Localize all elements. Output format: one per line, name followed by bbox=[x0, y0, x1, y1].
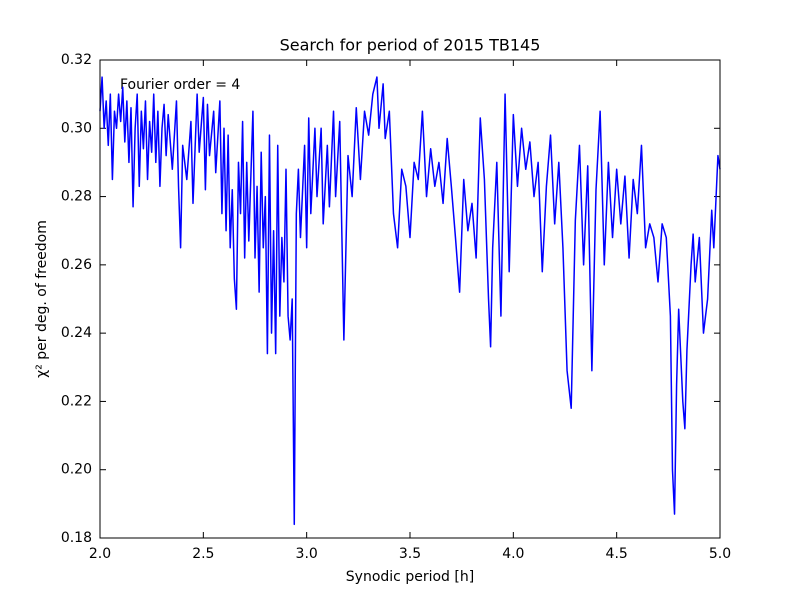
chart-title: Search for period of 2015 TB145 bbox=[280, 36, 541, 55]
y-tick-label: 0.22 bbox=[61, 393, 92, 409]
y-tick-label: 0.24 bbox=[61, 325, 92, 341]
x-tick-label: 3.0 bbox=[296, 546, 318, 562]
x-tick-label: 5.0 bbox=[709, 546, 731, 562]
x-tick-label: 2.0 bbox=[89, 546, 111, 562]
x-tick-label: 3.5 bbox=[399, 546, 421, 562]
y-axis-label: χ² per deg. of freedom bbox=[34, 220, 50, 378]
y-tick-label: 0.32 bbox=[61, 52, 92, 68]
plot-frame bbox=[99, 59, 721, 539]
y-tick-label: 0.20 bbox=[61, 462, 92, 478]
x-tick-label: 4.0 bbox=[502, 546, 524, 562]
x-axis-label: Synodic period [h] bbox=[346, 569, 474, 585]
y-tick-label: 0.26 bbox=[61, 257, 92, 273]
x-tick-label: 4.5 bbox=[606, 546, 628, 562]
x-tick-label: 2.5 bbox=[192, 546, 214, 562]
y-tick-label: 0.30 bbox=[61, 120, 92, 136]
annotation: Fourier order = 4 bbox=[120, 77, 240, 93]
y-tick-label: 0.18 bbox=[61, 530, 92, 546]
y-tick-label: 0.28 bbox=[61, 189, 92, 205]
data-line bbox=[99, 76, 721, 526]
